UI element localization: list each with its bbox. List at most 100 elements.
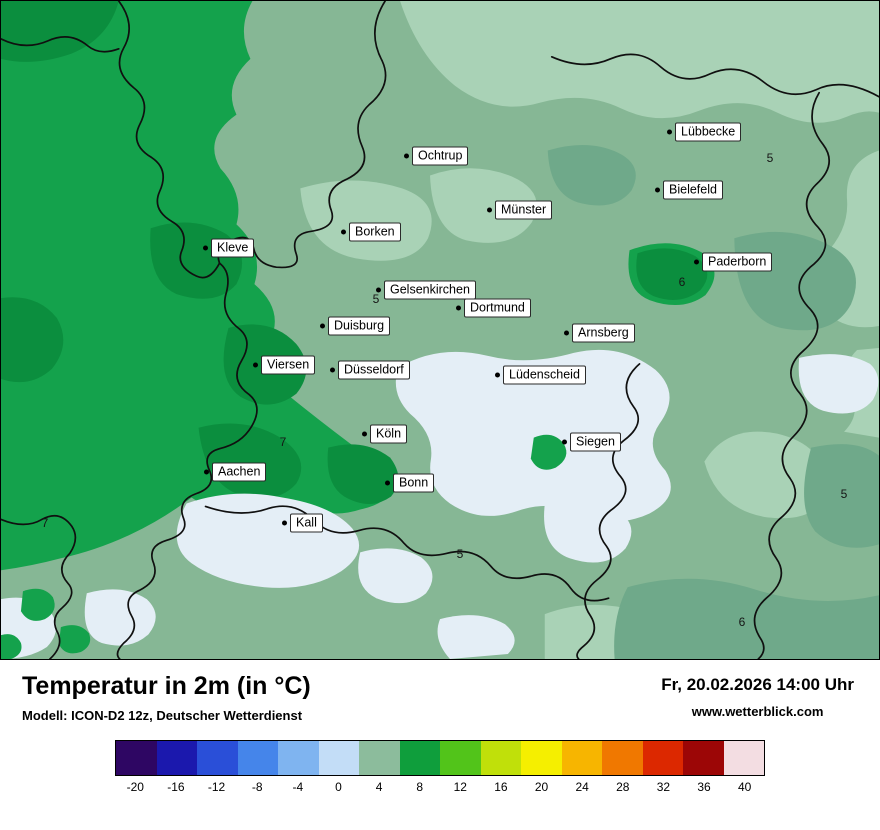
city-label: Aachen — [212, 462, 267, 482]
city-label: Ochtrup — [412, 146, 469, 166]
city-marker: Bonn — [385, 473, 435, 493]
city-label: Köln — [370, 424, 408, 444]
colorbar-tick-label: 20 — [534, 779, 549, 794]
border-line — [116, 1, 387, 659]
city-label: Viersen — [261, 355, 316, 375]
city-dot — [330, 367, 335, 373]
title-block: Temperatur in 2m (in °C) Modell: ICON-D2… — [22, 672, 311, 723]
colorbar-segment — [602, 740, 643, 775]
city-dot — [341, 229, 346, 235]
city-label: Dortmund — [464, 298, 531, 318]
colorbar-tick-label: 32 — [656, 779, 671, 794]
temperature-scale: -20 -16 -12 -8 -4 0 4 8 12 16 20 24 28 32 36 40 — [115, 739, 765, 794]
city-marker: Duisburg — [320, 316, 391, 336]
mid-region — [547, 145, 636, 206]
colorbar-segment — [359, 740, 400, 775]
datetime-block: Fr, 20.02.2026 14:00 Uhr www.wetterblick… — [661, 672, 854, 719]
cool-region — [430, 168, 537, 243]
cold-region — [544, 499, 632, 563]
city-marker: Köln — [362, 424, 408, 444]
mild-dark-region — [327, 444, 399, 504]
mid-region — [804, 444, 879, 548]
city-dot — [203, 245, 208, 251]
mild-spot — [1, 634, 22, 659]
colorbar-tick-label: -12 — [207, 779, 226, 794]
city-dot — [655, 187, 660, 193]
city-marker: Lübbecke — [667, 122, 742, 142]
city-marker: Borken — [341, 222, 401, 242]
city-label: Lübbecke — [675, 122, 742, 142]
city-label: Siegen — [570, 432, 621, 452]
city-label: Düsseldorf — [338, 360, 410, 380]
temp-value-label: 6 — [678, 275, 686, 289]
cold-region-sauerland — [395, 349, 671, 522]
colorbar-segment — [237, 740, 278, 775]
border-line — [1, 36, 120, 53]
cool-region — [400, 1, 879, 123]
map-overlay: Ochtrup Lübbecke Bielefeld Münster Borken Kle… — [1, 1, 879, 659]
temp-value-label: 5 — [456, 547, 464, 561]
city-label: Borken — [349, 222, 401, 242]
city-label: Kleve — [211, 238, 255, 258]
temperature-map: Ochtrup Lübbecke Bielefeld Münster Borken Kle… — [0, 0, 880, 660]
state-border-lines — [1, 1, 879, 659]
city-label: Arnsberg — [572, 323, 635, 343]
colorbar-segment — [197, 740, 238, 775]
colorbar-tick-label: -4 — [292, 779, 304, 794]
mild-dark-region — [1, 1, 119, 62]
city-dot — [376, 287, 381, 293]
city-dot — [667, 129, 672, 135]
colorbar-segment — [561, 740, 602, 775]
model-info: Modell: ICON-D2 12z, Deutscher Wetterdie… — [22, 707, 303, 723]
city-dot — [404, 153, 409, 159]
city-marker: Paderborn — [694, 252, 773, 272]
city-marker: Bielefeld — [655, 180, 723, 200]
temp-value-label: 5 — [840, 487, 848, 501]
city-marker: Ochtrup — [404, 146, 469, 166]
city-dot — [320, 323, 325, 329]
colorbar-tick-label: 16 — [494, 779, 508, 794]
colorbar-tick-label: 0 — [335, 779, 342, 794]
city-label: Bonn — [393, 473, 435, 493]
mid-region — [614, 578, 879, 659]
city-dot — [495, 372, 500, 378]
colorbar-segment — [683, 740, 724, 775]
city-marker: Viersen — [253, 355, 316, 375]
temp-value-label: 5 — [766, 151, 774, 165]
mild-spot-siegen — [530, 434, 567, 470]
city-marker: Gelsenkirchen — [376, 280, 476, 300]
website-url: www.wetterblick.com — [691, 704, 824, 719]
colorbar-segment — [723, 740, 764, 775]
border-line — [550, 53, 879, 98]
temp-value-label: 6 — [738, 615, 746, 629]
city-marker: Aachen — [204, 462, 267, 482]
city-marker: Kall — [282, 513, 323, 533]
city-label: Kall — [290, 513, 323, 533]
mild-spot — [20, 588, 55, 621]
border-line — [117, 1, 221, 279]
colorbar-tick-label: -20 — [126, 779, 144, 794]
colorbar-segment — [521, 740, 562, 775]
cold-region — [437, 615, 515, 659]
colorbar-labels: -20 -16 -12 -8 -4 0 4 8 12 16 20 24 28 32 36 40 — [115, 780, 765, 794]
colorbar-tick-label: 40 — [738, 779, 752, 794]
map-title: Temperatur in 2m (in °C) — [22, 672, 311, 700]
border-line — [1, 514, 77, 659]
city-dot — [456, 305, 461, 311]
footer-text-row: Temperatur in 2m (in °C) Modell: ICON-D2… — [0, 660, 880, 723]
city-dot — [253, 362, 258, 368]
temp-value-label: 7 — [41, 516, 49, 530]
colorbar-segment — [156, 740, 197, 775]
city-dot — [204, 469, 209, 475]
city-marker: Düsseldorf — [330, 360, 410, 380]
city-dot — [564, 330, 569, 336]
colorbar-segment — [116, 740, 157, 775]
colorbar-segment — [480, 740, 521, 775]
regions-mild-spots — [1, 434, 567, 659]
border-line — [204, 505, 610, 602]
temp-value-label: 7 — [279, 435, 287, 449]
city-marker: Kleve — [203, 238, 255, 258]
footer: Temperatur in 2m (in °C) Modell: ICON-D2… — [0, 660, 880, 830]
cold-region — [358, 548, 433, 604]
